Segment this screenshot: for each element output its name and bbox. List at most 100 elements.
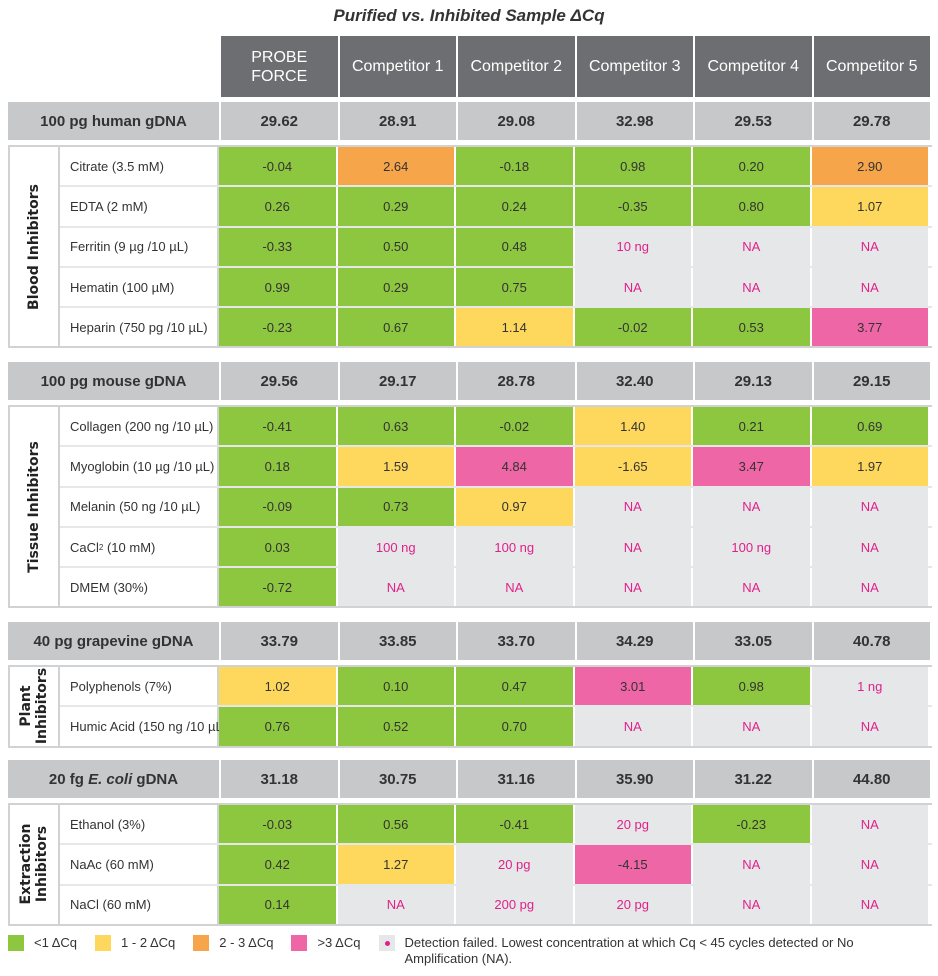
category-label: Extraction Inhibitors (10, 805, 60, 924)
delta-cq-cell-green: -0.23 (693, 805, 812, 844)
delta-cq-cell-green: -0.72 (219, 568, 338, 607)
delta-cq-cell-yellow: 1.27 (337, 845, 456, 884)
delta-cq-cell-green: 0.73 (337, 487, 456, 526)
subscript: 2 (98, 542, 104, 552)
category-label-text: Extraction Inhibitors (18, 824, 50, 905)
delta-cq-cell-fail: NA (811, 707, 930, 746)
delta-cq-cell-green: -0.04 (219, 147, 338, 186)
delta-cq-cell-green: -0.41 (219, 407, 338, 446)
delta-cq-cell-fail: NA (574, 527, 693, 567)
baseline-cq-value: 30.75 (340, 760, 458, 798)
baseline-cq-value: 33.05 (695, 622, 814, 660)
column-header: Competitor 1 (339, 36, 456, 97)
inhibitor-name-text: Myoglobin (10 µg /10 µL) (70, 458, 215, 474)
delta-cq-cell-green: 0.18 (219, 447, 338, 486)
delta-cq-cell-green: 0.75 (456, 267, 575, 307)
legend-item-detection-failed: Detection failed. Lowest concentration a… (378, 935, 855, 967)
delta-cq-cell-fail: NA (456, 568, 575, 607)
delta-cq-cell-pink: 4.84 (456, 447, 575, 486)
delta-cq-cell-green: 0.56 (337, 805, 456, 844)
column-header-label: Competitor 4 (707, 58, 800, 75)
category-label-text: Blood Inhibitors (26, 183, 42, 310)
table-section: 100 pg mouse gDNA 29.56 29.17 28.78 32.40 29.… (8, 362, 932, 609)
sample-baseline-row: 100 pg human gDNA 29.62 28.91 29.08 32.98 29.… (8, 102, 932, 140)
baseline-cq-value: 44.80 (814, 760, 932, 798)
table-row: Ferritin (9 µg /10 µL) -0.33 0.50 0.48 10 ng… (60, 227, 932, 268)
delta-cq-cell-fail: NA (337, 568, 456, 607)
category-word: Plant (18, 685, 34, 727)
legend-swatch-orange (193, 935, 210, 951)
inhibitor-name: Melanin (50 ng /10 µL) (60, 487, 219, 526)
inhibitor-name: Heparin (750 pg /10 µL) (60, 308, 219, 347)
delta-cq-cell-green: -0.41 (456, 805, 575, 844)
delta-cq-cell-fail: 10 ng (574, 227, 693, 266)
delta-cq-cell-green: -0.33 (219, 227, 338, 266)
sample-label-italic: E. coli (88, 770, 133, 788)
table-row: Collagen (200 ng /10 µL) -0.41 0.63 -0.02 1.… (60, 407, 932, 448)
inhibitor-block: Extraction Inhibitors Ethanol (3%) -0.03 0.5… (8, 803, 932, 926)
sample-label: 20 fg E. coli gDNA (8, 760, 221, 798)
legend-label: 2 - 3 ΔCq (219, 935, 274, 950)
inhibitor-name-text: Ferritin (9 µg /10 µL) (70, 239, 189, 255)
delta-cq-cell-green: 0.47 (456, 667, 575, 706)
sample-label-text: 100 pg mouse gDNA (40, 372, 187, 390)
delta-cq-cell-green: 0.26 (219, 187, 338, 226)
inhibitor-name-text: Polyphenols (7%) (70, 678, 172, 694)
sample-label-text: gDNA (132, 770, 179, 788)
inhibitor-name-text: DMEM (30%) (70, 579, 149, 595)
inhibitor-name: Citrate (3.5 mM) (60, 147, 219, 186)
inhibitor-name-text: Ethanol (3%) (70, 816, 146, 832)
table-row: Myoglobin (10 µg /10 µL) 0.18 1.59 4.84 -1.6… (60, 447, 932, 488)
delta-cq-cell-fail: NA (811, 805, 930, 844)
delta-cq-cell-green: -0.18 (456, 147, 575, 186)
baseline-cq-value: 29.08 (458, 102, 577, 140)
table-row: NaCl (60 mM) 0.14 NA 200 pg 20 pg NA NA (60, 885, 932, 924)
sample-label-text: 20 fg (48, 770, 89, 788)
table-row: Hematin (100 µM) 0.99 0.29 0.75 NA NA NA (60, 267, 932, 309)
category-label-text: Tissue Inhibitors (26, 440, 42, 573)
delta-cq-cell-fail: NA (574, 707, 693, 746)
inhibitor-name-text: NaAc (60 mM) (70, 856, 154, 872)
delta-cq-cell-fail: 20 pg (574, 805, 693, 844)
delta-cq-cell-green: 0.14 (219, 885, 338, 924)
delta-cq-cell-green: 0.24 (456, 187, 575, 226)
baseline-cq-value: 29.15 (814, 362, 932, 400)
inhibitor-name-text: Collagen (200 ng /10 µL) (70, 418, 214, 434)
inhibitor-rows: Collagen (200 ng /10 µL) -0.41 0.63 -0.02 1.… (60, 407, 932, 607)
legend-label: Detection failed. Lowest concentration a… (404, 935, 854, 966)
delta-cq-cell-fail: 1 ng (811, 667, 930, 706)
delta-cq-cell-yellow: 0.97 (456, 487, 575, 526)
category-word: Extraction (18, 823, 34, 905)
delta-cq-cell-fail: NA (811, 885, 930, 924)
inhibitor-name-text: EDTA (2 mM) (70, 198, 148, 214)
inhibitor-name-text: Citrate (3.5 mM) (70, 158, 164, 174)
legend-item: 2 - 3 ΔCq (193, 935, 273, 967)
delta-cq-cell-green: 0.21 (693, 407, 812, 446)
delta-cq-cell-green: 0.20 (693, 147, 812, 186)
category-word: Inhibitors (34, 826, 50, 903)
baseline-cq-value: 29.53 (695, 102, 814, 140)
baseline-cq-value: 33.70 (458, 622, 577, 660)
inhibitor-name: Humic Acid (150 ng /10 µL) (60, 707, 227, 746)
delta-cq-cell-green: -0.03 (219, 805, 338, 844)
table-row: EDTA (2 mM) 0.26 0.29 0.24 -0.35 0.80 1.07 (60, 187, 932, 228)
inhibitor-name-text: Melanin (50 ng /10 µL) (70, 499, 201, 515)
delta-cq-cell-orange: 2.64 (337, 147, 456, 186)
category-label: Plant Inhibitors (10, 667, 60, 746)
sample-label-text: 40 pg grapevine gDNA (33, 632, 194, 650)
delta-cq-cell-fail: 100 ng (337, 527, 456, 567)
sample-label: 100 pg mouse gDNA (8, 362, 221, 400)
delta-cq-cell-fail: 200 pg (456, 885, 575, 924)
inhibitor-name-text: CaCl (70, 539, 99, 555)
delta-cq-cell-yellow: 1.07 (811, 187, 930, 226)
delta-cq-cell-yellow: 1.40 (574, 407, 693, 446)
baseline-cq-value: 32.40 (577, 362, 695, 400)
table-section: 100 pg human gDNA 29.62 28.91 29.08 32.98 29.… (8, 102, 932, 349)
legend-swatch-yellow (95, 935, 112, 951)
inhibitor-name-text: (10 mM) (103, 539, 156, 555)
delta-cq-cell-pink: -4.15 (574, 845, 693, 884)
baseline-cq-value: 29.13 (695, 362, 814, 400)
table-row: Ethanol (3%) -0.03 0.56 -0.41 20 pg -0.23 NA (60, 805, 932, 846)
legend-swatch-fail (378, 935, 395, 951)
baseline-cq-value: 29.17 (340, 362, 458, 400)
